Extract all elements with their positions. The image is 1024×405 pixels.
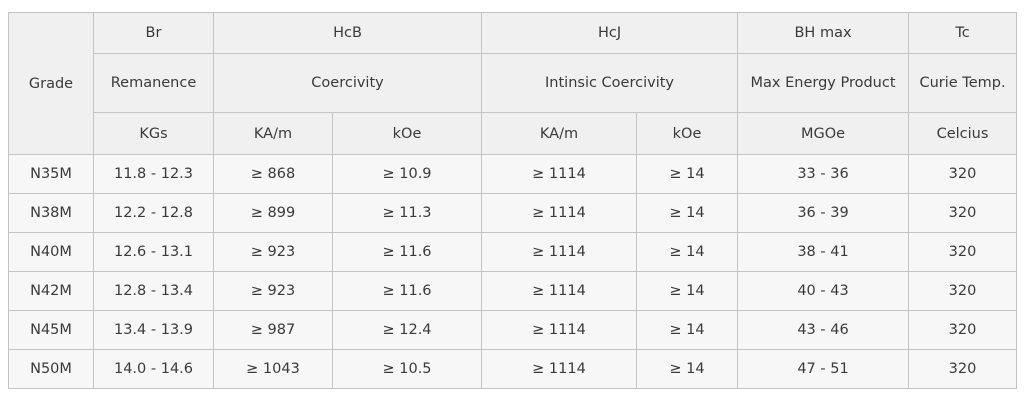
table-cell: ≥ 11.6 xyxy=(331,232,483,272)
name-header: Curie Temp. xyxy=(908,53,1018,113)
group-header: HcB xyxy=(212,12,483,54)
table-cell: 14.0 - 14.6 xyxy=(93,349,214,389)
table-cell: 33 - 36 xyxy=(737,154,910,194)
unit-header: kOe xyxy=(331,112,483,155)
magnet-grade-table: Grade Br HcB HcJ BH max Tc Remanence Coercivity… xyxy=(8,12,1018,389)
table-row: N35M 11.8 - 12.3 ≥ 868 ≥ 10.9 ≥ 1114 ≥ 14 33 -… xyxy=(8,154,1018,194)
table-cell: ≥ 1114 xyxy=(481,349,638,389)
table-cell: ≥ 1114 xyxy=(481,193,638,233)
table-cell: ≥ 10.9 xyxy=(331,154,483,194)
table-cell: ≥ 14 xyxy=(636,349,739,389)
table-cell: 320 xyxy=(908,154,1018,194)
table-cell: N40M xyxy=(8,232,94,272)
table-cell: 47 - 51 xyxy=(737,349,910,389)
table-cell: N45M xyxy=(8,310,94,350)
table-cell: 40 - 43 xyxy=(737,271,910,311)
table-cell: ≥ 923 xyxy=(213,232,333,272)
table-cell: 12.6 - 13.1 xyxy=(93,232,214,272)
table-cell: ≥ 868 xyxy=(213,154,333,194)
table-cell: ≥ 11.6 xyxy=(331,271,483,311)
table-cell: ≥ 12.4 xyxy=(331,310,483,350)
header-row: Remanence Coercivity Intinsic Coercivity Ma… xyxy=(9,53,1018,113)
table-cell: ≥ 14 xyxy=(636,310,739,350)
table-cell: 12.2 - 12.8 xyxy=(93,193,214,233)
table-cell: ≥ 11.3 xyxy=(331,193,483,233)
group-header: Tc xyxy=(908,12,1018,54)
table-cell: 320 xyxy=(908,193,1018,233)
name-header: Max Energy Product xyxy=(737,53,910,113)
table-cell: 38 - 41 xyxy=(737,232,910,272)
table-cell: N42M xyxy=(8,271,94,311)
name-header: Remanence xyxy=(93,53,214,113)
unit-header: KA/m xyxy=(213,112,333,155)
table-row: N42M 12.8 - 13.4 ≥ 923 ≥ 11.6 ≥ 1114 ≥ 14 40 -… xyxy=(8,271,1018,311)
table-cell: 11.8 - 12.3 xyxy=(93,154,214,194)
table-row: N45M 13.4 - 13.9 ≥ 987 ≥ 12.4 ≥ 1114 ≥ 14 43 -… xyxy=(8,310,1018,350)
name-header: Intinsic Coercivity xyxy=(481,53,739,113)
table-row: N40M 12.6 - 13.1 ≥ 923 ≥ 11.6 ≥ 1114 ≥ 14 38 -… xyxy=(8,232,1018,272)
table-body: N35M 11.8 - 12.3 ≥ 868 ≥ 10.9 ≥ 1114 ≥ 14 33 -… xyxy=(8,154,1018,389)
table-cell: 320 xyxy=(908,271,1018,311)
table-row: N50M 14.0 - 14.6 ≥ 1043 ≥ 10.5 ≥ 1114 ≥ 14 47 … xyxy=(8,349,1018,389)
table-cell: ≥ 923 xyxy=(213,271,333,311)
table-cell: ≥ 1043 xyxy=(213,349,333,389)
table-cell: 320 xyxy=(908,232,1018,272)
table-cell: ≥ 14 xyxy=(636,154,739,194)
table-cell: 36 - 39 xyxy=(737,193,910,233)
group-header: Br xyxy=(93,12,214,54)
table-header: Grade Br HcB HcJ BH max Tc Remanence Coercivity… xyxy=(8,12,1018,155)
table-cell: ≥ 1114 xyxy=(481,271,638,311)
table-cell: 320 xyxy=(908,310,1018,350)
table-row: N38M 12.2 - 12.8 ≥ 899 ≥ 11.3 ≥ 1114 ≥ 14 36 -… xyxy=(8,193,1018,233)
table-cell: ≥ 10.5 xyxy=(331,349,483,389)
group-header: BH max xyxy=(737,12,910,54)
name-header: Coercivity xyxy=(212,53,483,113)
table-cell: ≥ 14 xyxy=(636,193,739,233)
table-cell: ≥ 1114 xyxy=(481,154,638,194)
unit-header: KGs xyxy=(93,112,214,155)
table-cell: ≥ 14 xyxy=(636,271,739,311)
unit-header: kOe xyxy=(636,112,739,155)
table-cell: N38M xyxy=(8,193,94,233)
table-cell: 320 xyxy=(908,349,1018,389)
unit-header: KA/m xyxy=(481,112,638,155)
table-cell: ≥ 1114 xyxy=(481,310,638,350)
table-cell: N35M xyxy=(8,154,94,194)
table-cell: N50M xyxy=(8,349,94,389)
table-cell: 43 - 46 xyxy=(737,310,910,350)
table-cell: ≥ 899 xyxy=(213,193,333,233)
table-cell: 12.8 - 13.4 xyxy=(93,271,214,311)
header-row: KGs KA/m kOe KA/m kOe MGOe Celcius xyxy=(9,112,1018,155)
table-cell: ≥ 1114 xyxy=(481,232,638,272)
table-cell: ≥ 14 xyxy=(636,232,739,272)
table-cell: ≥ 987 xyxy=(213,310,333,350)
header-row: Grade Br HcB HcJ BH max Tc xyxy=(8,12,1018,155)
table-cell: 13.4 - 13.9 xyxy=(93,310,214,350)
unit-header: Celcius xyxy=(908,112,1018,155)
group-header: Grade xyxy=(8,12,94,155)
group-header: HcJ xyxy=(481,12,739,54)
unit-header: MGOe xyxy=(737,112,910,155)
